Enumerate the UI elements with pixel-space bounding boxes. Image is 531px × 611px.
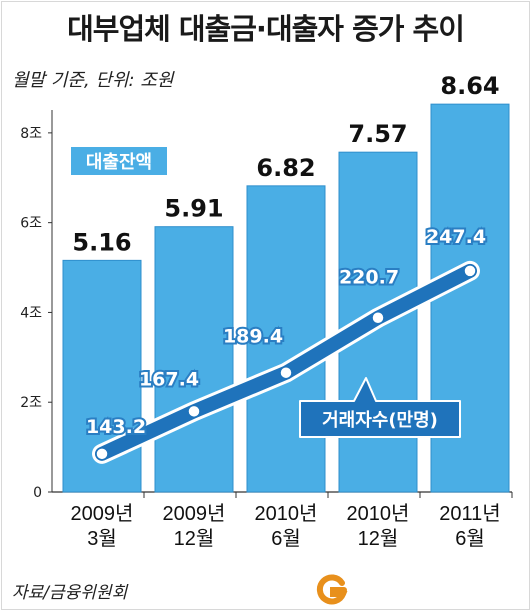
- bar-value-label: 5.91: [164, 195, 223, 223]
- y-tick-label: 0: [33, 485, 42, 501]
- x-tick-label: 2009년: [71, 502, 134, 525]
- x-tick-label: 2009년: [163, 502, 226, 525]
- bar-series-legend-box: [69, 145, 169, 177]
- line-marker: [463, 264, 477, 278]
- line-value-label: 167.4: [139, 368, 199, 390]
- y-tick-label: 2조: [20, 395, 42, 411]
- x-tick-label: 3월: [87, 527, 117, 550]
- line-marker: [371, 310, 385, 325]
- bar-value-label: 5.16: [72, 228, 131, 256]
- y-tick-label: 6조: [20, 216, 42, 232]
- line-marker: [95, 447, 109, 461]
- x-tick-label: 6월: [271, 527, 301, 550]
- bar-value-label: 8.64: [440, 72, 499, 100]
- source-note: 자료/금융위원회: [12, 583, 128, 603]
- y-tick-label: 8조: [20, 126, 42, 142]
- x-tick-label: 2011년: [439, 502, 500, 525]
- bar-series-legend-label: 대출잔액: [86, 152, 152, 173]
- bar: [246, 185, 326, 493]
- chart-title: 대부업체 대출금·대출자 증가 추이: [67, 12, 465, 46]
- line-value-label: 220.7: [339, 267, 399, 289]
- line-value-label: 189.4: [223, 326, 283, 348]
- x-tick-label: 12월: [358, 527, 399, 550]
- x-tick-label: 12월: [174, 527, 215, 550]
- line-value-label: 247.4: [426, 226, 486, 248]
- chart-subtitle: 월말 기준, 단위: 조원: [12, 70, 174, 91]
- line-value-label: 143.2: [86, 416, 146, 438]
- x-tick-label: 6월: [455, 527, 485, 550]
- y-tick-label: 4조: [20, 305, 42, 321]
- line-series-legend-label: 거래자수(만명): [322, 410, 438, 431]
- bar: [154, 226, 234, 493]
- bar-value-label: 6.82: [256, 154, 315, 182]
- line-marker: [187, 404, 201, 419]
- publisher-logo-icon: [316, 574, 348, 605]
- x-tick-label: 2010년: [347, 502, 410, 525]
- x-tick-label: 2010년: [255, 502, 318, 525]
- line-marker: [279, 365, 293, 380]
- bar-value-label: 7.57: [348, 120, 407, 148]
- line-series-legend-callout: [299, 377, 461, 438]
